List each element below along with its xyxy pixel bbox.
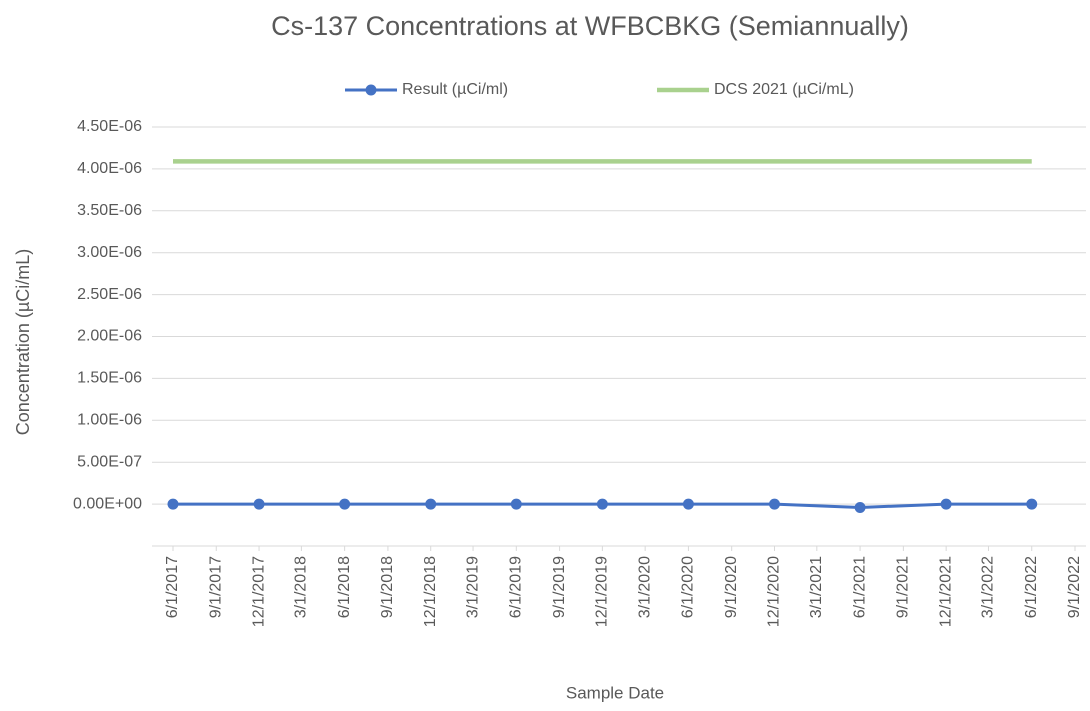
chart-title: Cs-137 Concentrations at WFBCBKG (Semian… xyxy=(271,11,909,41)
x-tick-label: 3/1/2018 xyxy=(293,556,310,618)
x-tick-label: 9/1/2020 xyxy=(723,556,740,618)
y-tick-label: 3.00E-06 xyxy=(77,244,142,261)
legend-label: Result (µCi/ml) xyxy=(402,81,508,98)
point xyxy=(854,501,866,513)
x-tick-label: 9/1/2018 xyxy=(379,556,396,618)
x-tick-label: 6/1/2018 xyxy=(336,556,353,618)
x-tick-label: 9/1/2019 xyxy=(551,556,568,618)
point xyxy=(167,498,179,510)
point xyxy=(510,498,522,510)
point xyxy=(768,498,780,510)
point xyxy=(940,498,952,510)
y-tick-label: 0.00E+00 xyxy=(73,495,142,512)
x-tick-label: 9/1/2021 xyxy=(895,556,912,618)
legend-marker xyxy=(365,84,377,96)
x-tick-label: 9/1/2022 xyxy=(1066,556,1083,618)
x-tick-label: 12/1/2019 xyxy=(594,556,611,627)
x-tick-label: 6/1/2019 xyxy=(508,556,525,618)
x-tick-label: 12/1/2021 xyxy=(937,556,954,627)
point xyxy=(596,498,608,510)
x-tick-label: 3/1/2021 xyxy=(808,556,825,618)
x-tick-label: 3/1/2020 xyxy=(636,556,653,618)
point xyxy=(253,498,265,510)
y-tick-label: 4.50E-06 xyxy=(77,118,142,135)
y-tick-label: 2.00E-06 xyxy=(77,328,142,345)
x-tick-label: 6/1/2021 xyxy=(851,556,868,618)
x-tick-label: 6/1/2020 xyxy=(680,556,697,618)
point xyxy=(682,498,694,510)
y-tick-label: 1.00E-06 xyxy=(77,412,142,429)
y-tick-label: 5.00E-07 xyxy=(77,453,142,470)
y-tick-label: 3.50E-06 xyxy=(77,202,142,219)
y-tick-label: 1.50E-06 xyxy=(77,370,142,387)
x-tick-label: 6/1/2022 xyxy=(1023,556,1040,618)
point xyxy=(425,498,437,510)
point xyxy=(1026,498,1038,510)
x-tick-label: 12/1/2017 xyxy=(250,556,267,627)
point xyxy=(339,498,351,510)
x-tick-label: 3/1/2022 xyxy=(980,556,997,618)
y-axis-title: Concentration (µCi/mL) xyxy=(13,249,33,435)
x-tick-label: 3/1/2019 xyxy=(464,556,481,618)
x-tick-label: 6/1/2017 xyxy=(164,556,181,618)
x-tick-label: 12/1/2020 xyxy=(766,556,783,627)
y-tick-label: 4.00E-06 xyxy=(77,160,142,177)
x-tick-label: 9/1/2017 xyxy=(207,556,224,618)
x-tick-label: 12/1/2018 xyxy=(422,556,439,627)
legend-label: DCS 2021 (µCi/mL) xyxy=(714,81,854,98)
x-axis-title: Sample Date xyxy=(566,683,664,702)
y-tick-label: 2.50E-06 xyxy=(77,286,142,303)
